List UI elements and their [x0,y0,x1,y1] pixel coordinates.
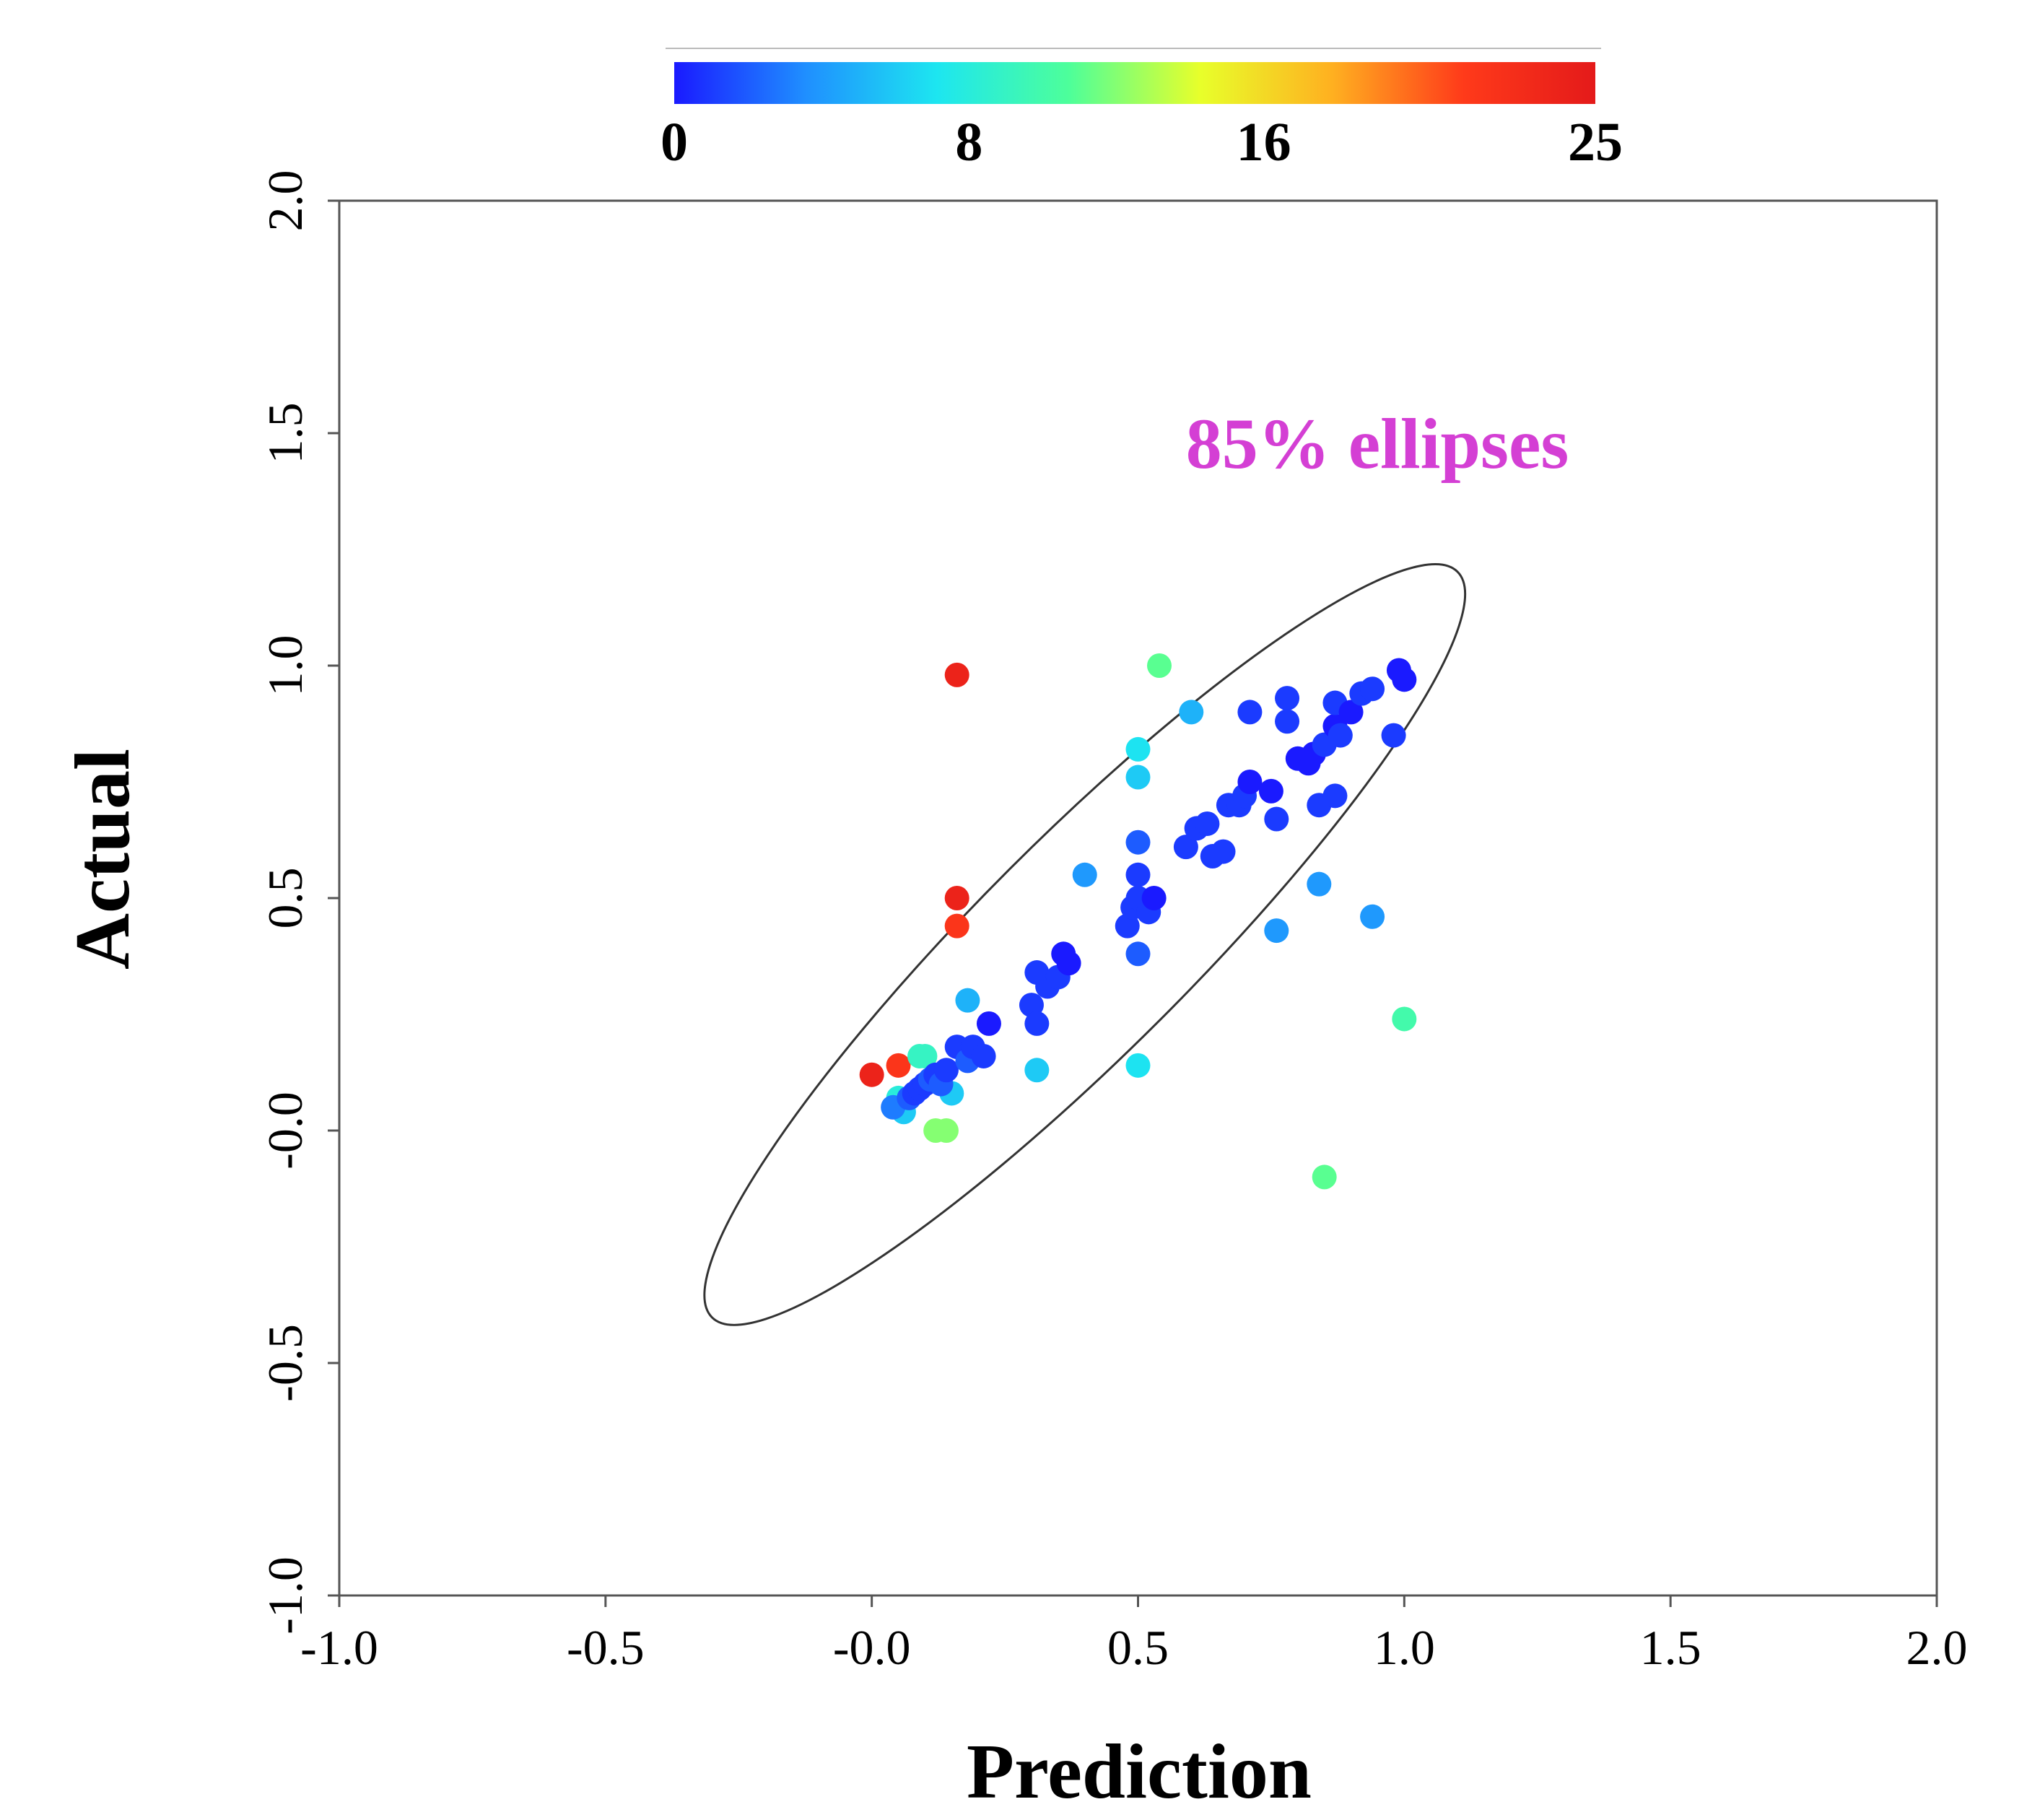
x-tick-label: -1.0 [300,1620,378,1675]
y-tick-label: 0.5 [258,868,313,929]
data-point [1125,765,1151,790]
data-point [1024,1011,1050,1036]
colorbar-ticks: 0 8 16 25 [661,112,1623,173]
colorbar: 0 8 16 25 [661,48,1623,173]
data-point [1264,918,1289,944]
data-point [1072,862,1097,887]
data-point [1338,700,1364,725]
data-point [912,1043,938,1068]
data-point [1307,871,1332,897]
x-axis-ticks: -1.0 -0.5 -0.0 0.5 1.0 1.5 2.0 [300,1595,1968,1675]
data-point [971,1043,996,1068]
data-point [1322,783,1348,809]
data-point [1381,723,1406,748]
confidence-ellipse [703,563,1467,1326]
colorbar-tick-label: 8 [955,112,982,173]
data-point [1392,1006,1417,1032]
x-tick-label: 2.0 [1906,1620,1968,1675]
data-point [1125,1053,1151,1078]
data-point [944,913,969,939]
colorbar-tick-label: 0 [661,112,688,173]
y-axis-ticks: -1.0 -0.5 -0.0 0.5 1.0 1.5 2.0 [258,170,339,1634]
data-point [1179,700,1204,725]
data-point [1312,1164,1337,1190]
data-point [1019,993,1044,1018]
data-point [859,1062,884,1087]
colorbar-gradient [674,62,1595,104]
colorbar-tick-label: 25 [1568,112,1623,173]
data-point [1258,778,1283,804]
y-tick-label: 1.0 [258,635,313,697]
data-point [1141,886,1167,910]
y-axis-title: Actual [60,749,146,970]
data-points [859,653,1417,1190]
data-point [944,886,969,910]
data-point [1056,951,1081,976]
y-tick-label: 1.5 [258,403,313,464]
data-point [1173,835,1198,860]
data-point [1125,736,1151,762]
data-point [1195,811,1220,836]
data-point [933,1118,959,1143]
data-point [933,1058,959,1083]
colorbar-tick-label: 16 [1237,112,1291,173]
x-tick-label: -0.0 [833,1620,911,1675]
x-tick-label: -0.5 [567,1620,645,1675]
data-point [886,1053,911,1078]
x-tick-label: 0.5 [1107,1620,1169,1675]
data-point [1360,904,1385,929]
x-tick-label: 1.0 [1374,1620,1435,1675]
y-tick-label: -0.5 [258,1324,313,1402]
data-point [1275,686,1300,711]
data-point [1264,806,1289,832]
data-point [1115,913,1140,939]
data-point [1125,830,1151,855]
data-point [1275,709,1300,734]
x-tick-label: 1.5 [1640,1620,1701,1675]
data-point [1211,839,1236,864]
data-point [1328,723,1353,748]
x-axis-title: Prediction [967,1729,1312,1815]
y-tick-label: -1.0 [258,1556,313,1634]
data-point [1147,653,1172,678]
data-point [955,988,980,1013]
ellipse-annotation: 85% ellipses [1186,404,1569,484]
y-tick-label: 2.0 [258,170,313,232]
data-point [1392,667,1417,692]
y-tick-label: -0.0 [258,1092,313,1170]
data-point [1237,700,1263,725]
data-point [1360,676,1385,702]
data-point [976,1011,1001,1036]
data-point [1237,770,1263,794]
data-point [1125,941,1151,967]
data-point [1125,862,1151,887]
data-point [1024,1058,1050,1083]
data-point [944,662,969,687]
